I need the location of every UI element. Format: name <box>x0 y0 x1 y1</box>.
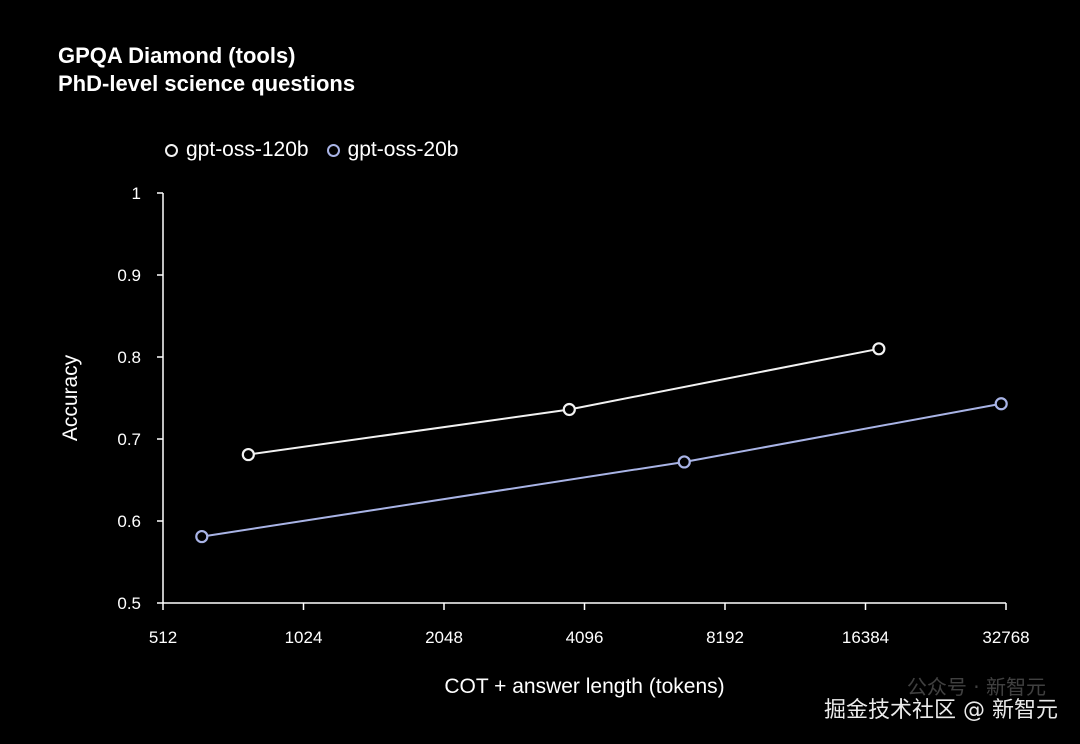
y-tick-label: 0.5 <box>117 594 141 613</box>
chart-title-line1: GPQA Diamond (tools) <box>58 43 296 68</box>
legend: gpt-oss-120b gpt-oss-20b <box>165 138 476 162</box>
y-tick-label: 0.6 <box>117 512 141 531</box>
legend-marker-120b-icon <box>165 143 178 157</box>
legend-label-20b: gpt-oss-20b <box>347 138 459 161</box>
legend-marker-20b-icon <box>326 143 340 157</box>
watermark-faint-text: 公众号 · 新智元 <box>906 675 1046 699</box>
y-tick-label: 0.7 <box>117 430 141 449</box>
y-axis-label: Accuracy <box>59 354 82 441</box>
series-line-0 <box>248 347 880 456</box>
series-line-1 <box>201 402 1002 538</box>
data-point <box>241 447 255 462</box>
x-axis-label: COT + answer length (tokens) <box>444 675 724 698</box>
y-tick-label: 0.8 <box>117 348 141 367</box>
x-tick-label: 1024 <box>285 628 323 647</box>
chart-title: GPQA Diamond (tools) PhD-level science q… <box>58 42 355 98</box>
data-point <box>994 397 1008 411</box>
y-tick-label: 0.9 <box>117 266 141 285</box>
data-point <box>677 455 691 469</box>
data-point <box>872 342 886 356</box>
y-tick-label: 1 <box>132 184 141 203</box>
watermark-text: 掘金技术社区 @ 新智元 <box>824 698 1058 723</box>
x-tick-label: 32768 <box>982 628 1029 647</box>
x-tick-label: 8192 <box>706 628 744 647</box>
legend-item-20b: gpt-oss-20b <box>326 138 459 162</box>
legend-label-120b: gpt-oss-120b <box>186 138 309 161</box>
x-tick-label: 4096 <box>566 628 604 647</box>
x-tick-label: 16384 <box>842 628 889 647</box>
x-tick-label: 2048 <box>425 628 463 647</box>
legend-item-120b: gpt-oss-120b <box>165 138 309 162</box>
chart-subtitle: PhD-level science questions <box>58 71 356 96</box>
data-point <box>562 402 576 417</box>
x-tick-label: 512 <box>149 628 177 647</box>
data-point <box>195 529 209 544</box>
